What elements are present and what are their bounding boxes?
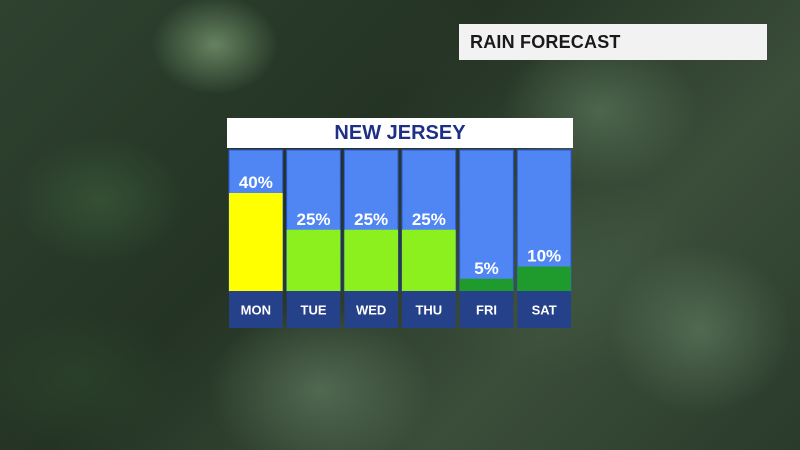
day-label-bg-tue (286, 291, 341, 328)
day-label-fri: FRI (476, 303, 497, 318)
bar-mon (229, 193, 283, 291)
day-label-sat: SAT (532, 303, 557, 318)
day-label-bg-wed (344, 291, 398, 328)
bar-tue (286, 229, 341, 291)
bar-sat (517, 266, 571, 291)
bar-fri (459, 278, 514, 291)
day-label-bg-mon (229, 291, 283, 328)
value-label-tue: 25% (296, 210, 330, 229)
region-title: NEW JERSEY (334, 121, 466, 144)
region-header: NEW JERSEY (227, 118, 573, 148)
day-label-bg-sat (517, 291, 571, 328)
day-label-bg-thu (402, 291, 456, 328)
forecast-title: RAIN FORECAST (470, 31, 621, 52)
day-label-bg-fri (459, 291, 514, 328)
value-label-fri: 5% (474, 259, 499, 278)
forecast-title-banner: RAIN FORECAST (459, 24, 767, 60)
day-label-mon: MON (241, 303, 271, 318)
day-label-tue: TUE (301, 303, 327, 318)
day-label-thu: THU (415, 303, 442, 318)
day-label-wed: WED (356, 303, 386, 318)
bar-wed (344, 229, 398, 291)
value-label-wed: 25% (354, 210, 388, 229)
bar-thu (402, 229, 456, 291)
value-label-mon: 40% (239, 173, 273, 192)
rain-chance-chart: 40% MON 25% TUE 25% WED 25% THU 5% FRI 10% SAT (228, 149, 572, 328)
value-label-sat: 10% (527, 247, 561, 266)
value-label-thu: 25% (412, 210, 446, 229)
